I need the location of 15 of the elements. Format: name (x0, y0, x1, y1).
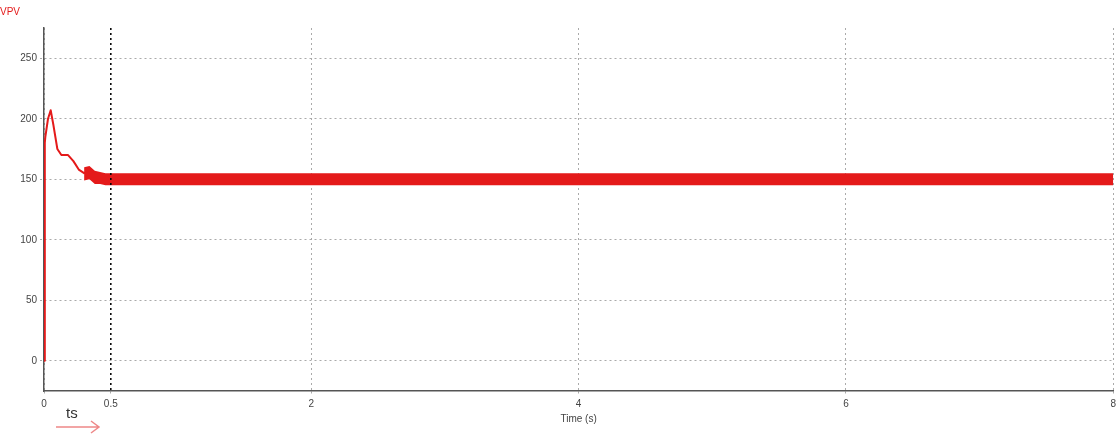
x-tick-label: 6 (843, 397, 850, 409)
x-tick-label: 4 (575, 397, 582, 409)
y-tick-label: 150 (20, 173, 38, 184)
x-tick-label: 0 (41, 397, 48, 409)
x-tick-label: 0.5 (103, 397, 119, 409)
x-tick-label: 2 (308, 397, 315, 409)
y-tick-label: 50 (25, 294, 38, 305)
chart-title: VPV (0, 5, 21, 17)
y-tick-label: 0 (31, 354, 38, 366)
y-tick-label: 100 (20, 233, 38, 245)
x-axis-title: Time (s) (560, 412, 597, 424)
y-tick-label: 250 (20, 52, 38, 63)
x-tick-label: 8 (1110, 397, 1117, 409)
y-tick-label: 200 (20, 112, 38, 124)
text: ts (66, 404, 78, 421)
